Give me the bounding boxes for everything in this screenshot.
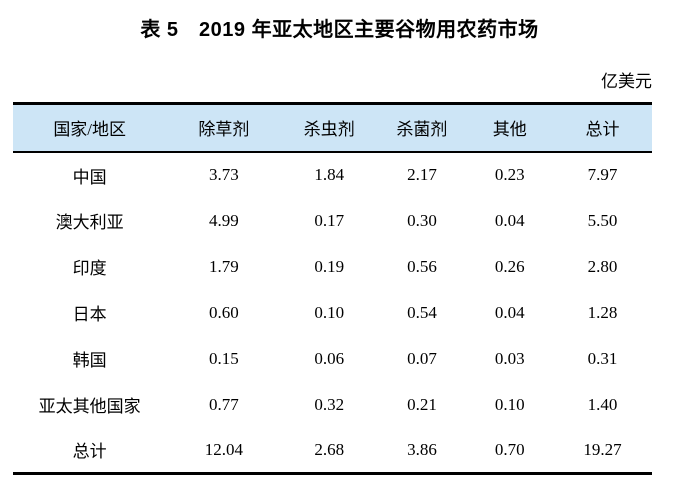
value-cell: 2.68 [314,439,345,459]
col-header-other: 其他 [492,120,527,140]
value-cell: 4.99 [208,210,239,230]
value-cell: 0.31 [587,348,618,368]
value-cell: 0.26 [494,256,525,276]
value-cell: 0.10 [314,302,345,322]
value-cell: 2.80 [587,256,618,276]
col-header-total: 总计 [585,120,620,140]
value-cell: 7.97 [587,165,618,184]
table-header-row: 国家/地区 除草剂 杀虫剂 杀菌剂 其他 总计 [13,103,652,152]
table-row-japan: 日本 0.60 0.10 0.54 0.04 1.28 [13,290,652,336]
value-cell: 19.27 [583,439,622,459]
value-cell: 12.04 [204,439,243,459]
col-header-country: 国家/地区 [53,120,127,140]
value-cell: 0.70 [494,439,525,459]
col-header-fungicide: 杀菌剂 [396,120,448,140]
value-cell: 0.32 [314,394,345,414]
value-cell: 0.10 [494,394,525,414]
value-cell: 0.17 [314,210,345,230]
table-row-australia: 澳大利亚 4.99 0.17 0.30 0.04 5.50 [13,198,652,244]
value-cell: 0.19 [314,256,345,276]
row-label: 韩国 [72,351,107,370]
value-cell: 3.73 [208,165,239,184]
value-cell: 0.30 [407,210,437,230]
value-cell: 0.06 [314,348,345,368]
value-cell: 1.40 [587,394,618,414]
value-cell: 2.17 [407,165,437,184]
value-cell: 3.86 [407,439,437,459]
table-row-china: 中国 3.73 1.84 2.17 0.23 7.97 [13,152,652,198]
value-cell: 1.79 [208,256,239,276]
value-cell: 0.23 [494,165,525,184]
value-cell: 0.56 [407,256,437,276]
value-cell: 1.28 [587,302,618,322]
value-cell: 0.77 [208,394,239,414]
value-cell: 0.04 [494,210,525,230]
row-label: 日本 [72,305,107,324]
value-cell: 0.03 [494,348,525,368]
table-row-total: 总计 12.04 2.68 3.86 0.70 19.27 [13,428,652,474]
value-cell: 0.60 [208,302,239,322]
row-label: 印度 [72,259,107,278]
row-label: 澳大利亚 [55,213,124,232]
value-cell: 1.84 [314,165,345,184]
value-cell: 0.21 [407,394,437,414]
pesticide-market-table: 国家/地区 除草剂 杀虫剂 杀菌剂 其他 总计 中国 3.73 1.84 2.1… [13,102,652,475]
table-row-india: 印度 1.79 0.19 0.56 0.26 2.80 [13,244,652,290]
col-header-insecticide: 杀虫剂 [303,120,355,140]
col-header-herbicide: 除草剂 [198,120,250,140]
row-label: 亚太其他国家 [38,397,141,416]
row-label: 总计 [72,442,107,462]
unit-label: 亿美元 [601,72,652,91]
value-cell: 0.54 [407,302,437,322]
table-row-korea: 韩国 0.15 0.06 0.07 0.03 0.31 [13,336,652,382]
table-caption: 表 5 2019 年亚太地区主要谷物用农药市场 [140,19,539,41]
value-cell: 0.07 [407,348,437,368]
value-cell: 5.50 [587,210,618,230]
row-label: 中国 [72,167,107,187]
value-cell: 0.15 [208,348,239,368]
value-cell: 0.04 [494,302,525,322]
table-row-other-apac: 亚太其他国家 0.77 0.32 0.21 0.10 1.40 [13,382,652,428]
